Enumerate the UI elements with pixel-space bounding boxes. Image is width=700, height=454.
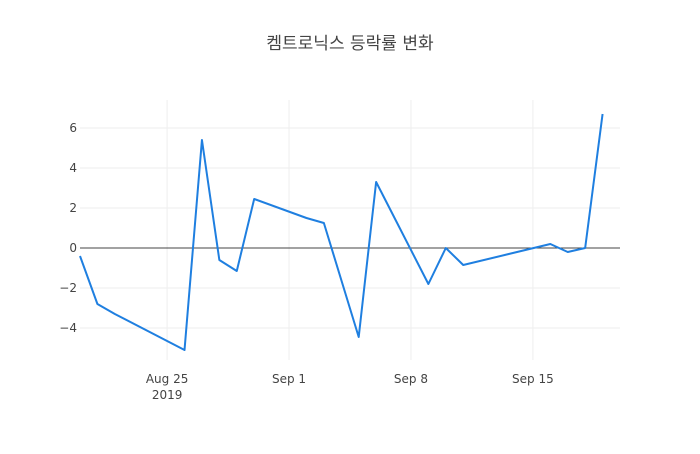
x-tick-label: Sep 8 <box>394 372 428 386</box>
x-axis-ticks: Aug 25 2019 Sep 1 Sep 8 Sep 15 <box>146 372 554 402</box>
x-tick-label: Sep 1 <box>272 372 306 386</box>
y-tick-label: 6 <box>69 121 77 135</box>
x-tick-year-label: 2019 <box>152 388 183 402</box>
y-tick-label: −2 <box>59 281 77 295</box>
series-group <box>79 113 604 351</box>
y-tick-label: −4 <box>59 321 77 335</box>
chart-title: 켐트로닉스 등락률 변화 <box>266 34 434 54</box>
y-axis-ticks: 6 4 2 0 −2 −4 <box>59 121 77 335</box>
y-tick-label: 2 <box>69 201 77 215</box>
series-line <box>79 113 604 351</box>
y-tick-label: 0 <box>69 241 77 255</box>
x-tick-label: Sep 15 <box>512 372 554 386</box>
x-tick-label: Aug 25 <box>146 372 189 386</box>
grid-lines <box>80 100 620 360</box>
y-tick-label: 4 <box>69 161 77 175</box>
